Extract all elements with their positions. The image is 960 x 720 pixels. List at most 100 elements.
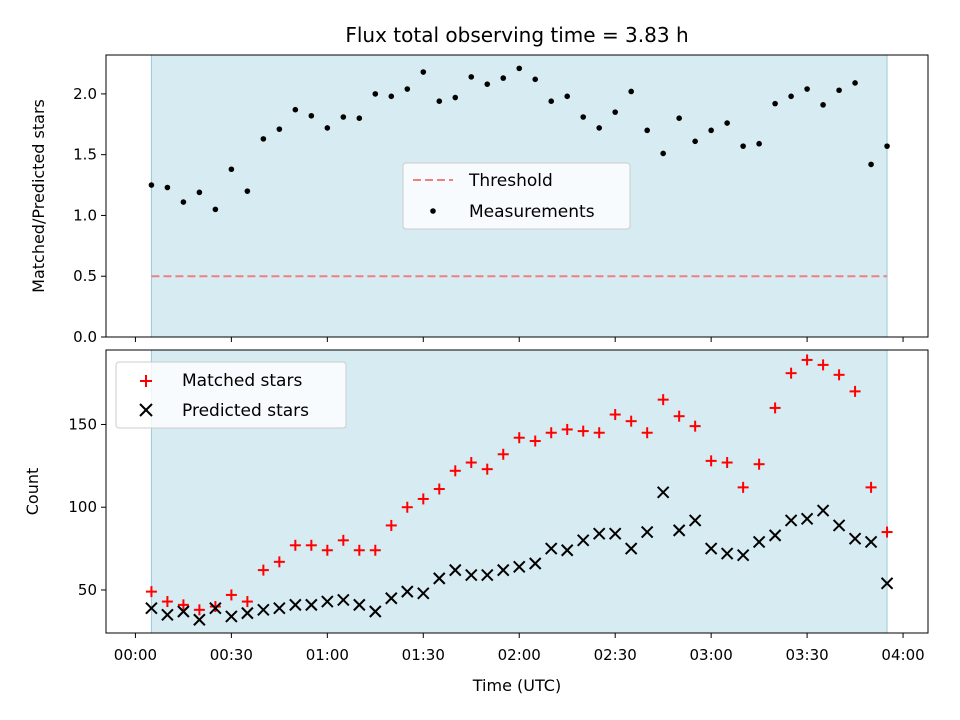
count-y-tick-label: 150 bbox=[68, 415, 97, 433]
x-tick-label: 04:00 bbox=[881, 646, 924, 664]
threshold-legend-label: Threshold bbox=[468, 171, 553, 191]
ratio-panel-frame bbox=[105, 54, 929, 338]
predicted-stars-point bbox=[848, 532, 862, 545]
predicted-stars-point bbox=[864, 535, 878, 549]
predicted-stars-point bbox=[513, 560, 526, 574]
predicted-stars-point bbox=[880, 577, 894, 590]
predicted-stars-point bbox=[465, 568, 478, 582]
predicted-stars-point bbox=[401, 585, 414, 598]
x-tick-label: 01:30 bbox=[402, 646, 445, 664]
measurements-legend-swatch bbox=[430, 208, 436, 214]
predicted-stars-point bbox=[161, 608, 174, 622]
x-tick-label: 00:00 bbox=[114, 646, 157, 664]
predicted-stars-point bbox=[369, 605, 382, 618]
x-axis-label: Time (UTC) bbox=[472, 676, 561, 695]
count-legend: Matched stars Predicted stars bbox=[115, 361, 347, 429]
predicted-stars-point bbox=[321, 595, 334, 608]
ratio-y-tick-label: 2.0 bbox=[73, 85, 97, 103]
measurement-point bbox=[196, 189, 203, 196]
predicted-stars-point bbox=[385, 592, 398, 605]
ratio-y-tick-label: 0.5 bbox=[73, 267, 97, 285]
ratio-legend: Threshold Measurements bbox=[402, 162, 631, 230]
predicted-stars-point bbox=[672, 524, 686, 537]
predicted-stars-point bbox=[449, 563, 462, 577]
matched-stars-point bbox=[161, 596, 173, 608]
matched-stars-point bbox=[353, 544, 365, 556]
count-y-axis-label: Count bbox=[23, 468, 42, 516]
predicted-stars-point bbox=[608, 527, 622, 540]
matched-stars-point bbox=[257, 564, 269, 576]
predicted-stars-point bbox=[433, 572, 446, 585]
predicted-stars-point bbox=[816, 504, 830, 517]
measurement-point bbox=[756, 140, 762, 147]
count-panel: 50 100 150 00:00 00:30 01:00 01:30 02:00 02:30 0… bbox=[23, 349, 929, 695]
matched-stars-point bbox=[721, 457, 733, 469]
matched-stars-point bbox=[529, 435, 541, 447]
measurement-point bbox=[148, 182, 155, 188]
predicted-stars-point bbox=[752, 535, 766, 549]
measurement-point bbox=[612, 109, 618, 115]
x-tick-label: 02:30 bbox=[594, 646, 637, 664]
count-panel-frame bbox=[105, 349, 929, 634]
measurement-point bbox=[532, 76, 539, 83]
measurement-point bbox=[484, 81, 491, 87]
matched-stars-point bbox=[705, 455, 717, 467]
x-tick-label: 00:30 bbox=[210, 646, 253, 664]
measurement-point bbox=[468, 74, 475, 80]
measurement-point bbox=[292, 106, 299, 113]
measurement-point bbox=[516, 65, 523, 72]
matched-stars-point bbox=[193, 604, 205, 616]
measurement-point bbox=[836, 87, 842, 94]
matched-stars-point bbox=[481, 463, 493, 475]
x-tick-label: 03:30 bbox=[785, 646, 828, 664]
ratio-y-tick-label: 1.0 bbox=[73, 206, 97, 224]
x-tick-label: 02:00 bbox=[498, 646, 541, 664]
predicted-stars-point bbox=[720, 547, 734, 560]
predicted-stars-point bbox=[800, 512, 814, 526]
matched-stars-point bbox=[449, 465, 461, 477]
measurement-point bbox=[500, 75, 507, 81]
measurement-point bbox=[356, 115, 363, 122]
matched-stars-point bbox=[657, 394, 669, 406]
measurement-point bbox=[692, 138, 698, 145]
measurement-point bbox=[580, 114, 587, 120]
matched-stars-point bbox=[241, 596, 253, 608]
measurement-point bbox=[404, 86, 411, 92]
predicted-legend-label: Predicted stars bbox=[182, 401, 309, 421]
matched-stars-point bbox=[177, 599, 189, 611]
matched-stars-point bbox=[433, 483, 445, 495]
measurements-legend-label: Measurements bbox=[469, 202, 595, 222]
measurement-point bbox=[564, 93, 571, 100]
measurement-point bbox=[644, 127, 650, 134]
matched-stars-point bbox=[561, 423, 573, 435]
matched-stars-point bbox=[641, 427, 653, 439]
measurement-point bbox=[228, 166, 235, 173]
predicted-stars-point bbox=[561, 544, 574, 557]
measurement-point bbox=[708, 127, 714, 134]
predicted-stars-point bbox=[209, 601, 222, 615]
matched-stars-point bbox=[417, 493, 429, 505]
ratio-y-tick-label: 1.5 bbox=[73, 146, 97, 164]
ratio-y-axis-label: Matched/Predicted stars bbox=[29, 99, 48, 293]
measurement-point bbox=[820, 102, 826, 108]
measurement-point bbox=[676, 115, 682, 122]
measurement-point bbox=[596, 125, 602, 131]
predicted-stars-point bbox=[145, 601, 158, 615]
measurement-point bbox=[212, 206, 219, 213]
matched-stars-point bbox=[145, 586, 157, 598]
measurement-point bbox=[308, 112, 315, 119]
matched-stars-point bbox=[369, 544, 381, 556]
predicted-stars-point bbox=[529, 557, 542, 570]
measurement-point bbox=[388, 93, 395, 100]
measurement-point bbox=[804, 86, 810, 92]
count-y-tick-label: 100 bbox=[68, 498, 97, 516]
matched-stars-point bbox=[689, 420, 701, 432]
predicted-stars-point bbox=[768, 529, 782, 542]
measurement-point bbox=[852, 80, 858, 86]
matched-stars-point bbox=[465, 457, 477, 469]
predicted-stars-point bbox=[577, 534, 590, 547]
predicted-stars-point bbox=[273, 601, 286, 615]
count-legend-box bbox=[115, 361, 347, 429]
chart-title: Flux total observing time = 3.83 h bbox=[345, 23, 688, 47]
measurement-point bbox=[436, 98, 443, 104]
